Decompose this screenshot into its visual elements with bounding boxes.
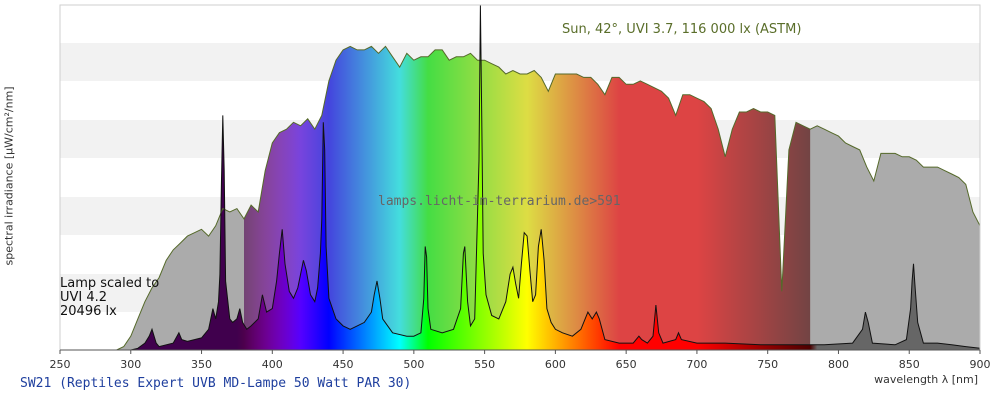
x-tick-label: 900: [970, 358, 991, 371]
x-tick-label: 400: [262, 358, 283, 371]
x-tick-label: 300: [120, 358, 141, 371]
x-tick-label: 650: [616, 358, 637, 371]
watermark: lamps.licht-im-terrarium.de>591: [378, 194, 621, 209]
sun-series-label: Sun, 42°, UVI 3.7, 116 000 lx (ASTM): [562, 22, 802, 37]
x-tick-label: 450: [333, 358, 354, 371]
x-axis-label: wavelength λ [nm]: [874, 373, 978, 386]
x-tick-label: 600: [545, 358, 566, 371]
lamp-label-line2: UVI 4.2: [60, 290, 108, 305]
x-tick-label: 700: [686, 358, 707, 371]
y-axis-label: spectral irradiance [µW/cm²/nm]: [2, 86, 16, 266]
lamp-curve: [102, 4, 981, 351]
lamp-label-line1: Lamp scaled to: [60, 276, 160, 291]
x-tick-label: 550: [474, 358, 495, 371]
lamp-label-line3: 20496 lx: [60, 304, 117, 319]
sun-curve: [116, 45, 981, 351]
x-tick-label: 850: [899, 358, 920, 371]
x-tick-label: 500: [403, 358, 424, 371]
chart-title: SW21 (Reptiles Expert UVB MD-Lampe 50 Wa…: [20, 376, 412, 391]
lamp-series-label: Lamp scaled to UVI 4.2 20496 lx: [60, 277, 159, 319]
x-tick-label: 750: [757, 358, 778, 371]
x-axis-ticks: 250 300 350 400 450 500 550 600 650 700 750 800 850 9…: [50, 350, 991, 371]
x-tick-label: 800: [828, 358, 849, 371]
x-tick-label: 350: [191, 358, 212, 371]
x-tick-label: 250: [50, 358, 71, 371]
